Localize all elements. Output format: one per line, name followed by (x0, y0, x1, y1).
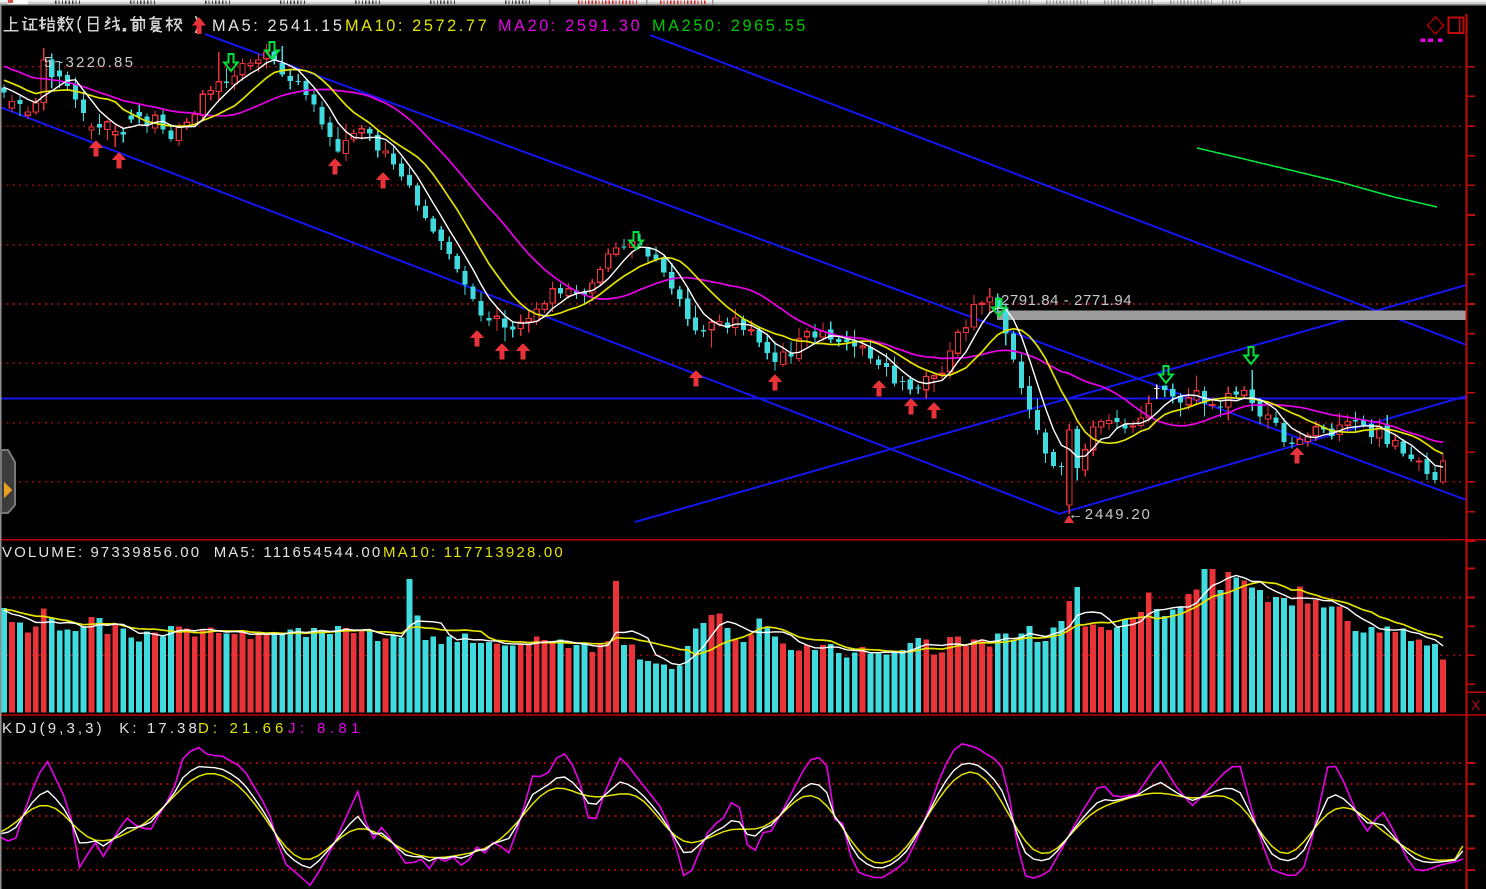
svg-text:KDJ(9,3,3) K: 17.38: KDJ(9,3,3) K: 17.38 (2, 720, 200, 737)
svg-text:←2449.20: ←2449.20 (1068, 506, 1152, 523)
svg-text:X: X (1471, 697, 1481, 713)
svg-text:VOLUME: 97339856.00 MA5: 1116: VOLUME: 97339856.00 MA5: 111654544.00 (2, 544, 382, 561)
svg-text:D: 21.66: D: 21.66 (198, 720, 288, 737)
svg-text:MA10: 2572.77: MA10: 2572.77 (345, 17, 489, 35)
svg-text:MA5: 2541.15: MA5: 2541.15 (212, 17, 345, 35)
svg-text:MA20: 2591.30: MA20: 2591.30 (498, 17, 642, 35)
svg-text:MA10: 117713928.00: MA10: 117713928.00 (383, 544, 565, 561)
svg-text:MA250: 2965.55: MA250: 2965.55 (652, 17, 808, 35)
svg-text:5~3220.85: 5~3220.85 (44, 54, 135, 71)
svg-text:J: 8.81: J: 8.81 (288, 720, 364, 737)
svg-text:2791.84 - 2771.94: 2791.84 - 2771.94 (1001, 292, 1132, 309)
